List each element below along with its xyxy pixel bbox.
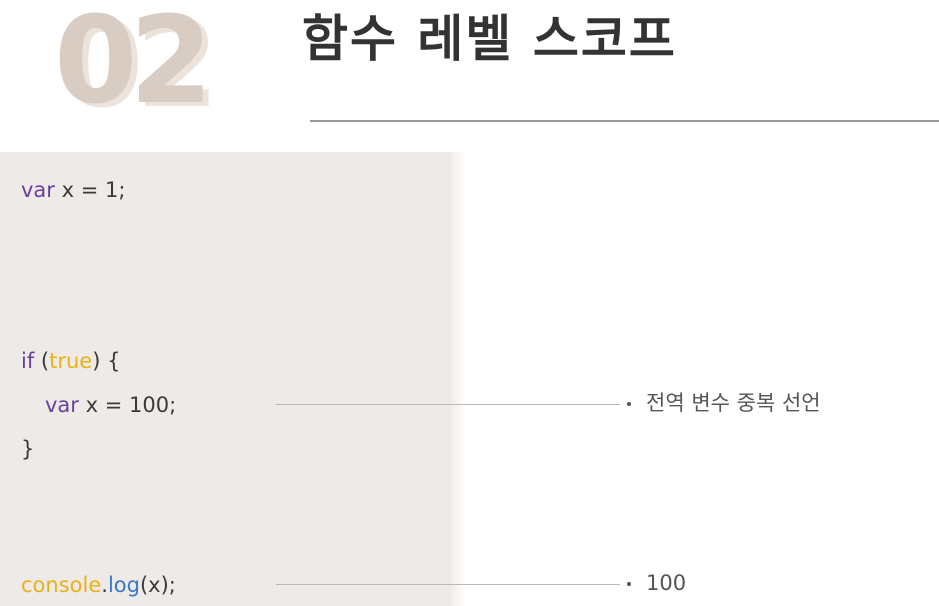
- code-text: }: [21, 437, 35, 461]
- annotation-connector-output: [276, 584, 620, 585]
- code-keyword: if: [21, 349, 35, 373]
- code-keyword: var: [21, 178, 55, 202]
- title-divider: [310, 120, 939, 122]
- code-object: console: [21, 573, 102, 597]
- annotation-output: 100: [646, 571, 687, 595]
- code-text: .: [101, 573, 108, 597]
- code-line-var-x-1: var x = 1;: [21, 180, 125, 201]
- code-text: ) {: [92, 349, 121, 373]
- code-text: (: [34, 349, 50, 373]
- code-line-close-brace: }: [21, 439, 34, 460]
- code-line-var-x-100: var x = 100;: [45, 395, 176, 416]
- annotation-bullet-icon: [627, 402, 631, 406]
- code-line-if: if (true) {: [21, 351, 120, 372]
- code-keyword: var: [45, 393, 79, 417]
- slide-title: 함수 레벨 스코프: [302, 10, 677, 68]
- annotation-redeclare: 전역 변수 중복 선언: [646, 391, 821, 415]
- code-panel: [0, 152, 452, 606]
- code-method: log: [107, 573, 140, 597]
- code-line-console-log: console.log(x);: [21, 575, 176, 596]
- code-text: x = 100;: [78, 393, 177, 417]
- slide-number: 02: [54, 0, 213, 131]
- code-boolean: true: [49, 349, 93, 373]
- code-text: x = 1;: [54, 178, 126, 202]
- code-text: (x);: [139, 573, 176, 597]
- annotation-connector-redeclare: [276, 404, 620, 405]
- annotation-bullet-icon: [627, 582, 631, 586]
- code-panel-shadow: [452, 152, 466, 606]
